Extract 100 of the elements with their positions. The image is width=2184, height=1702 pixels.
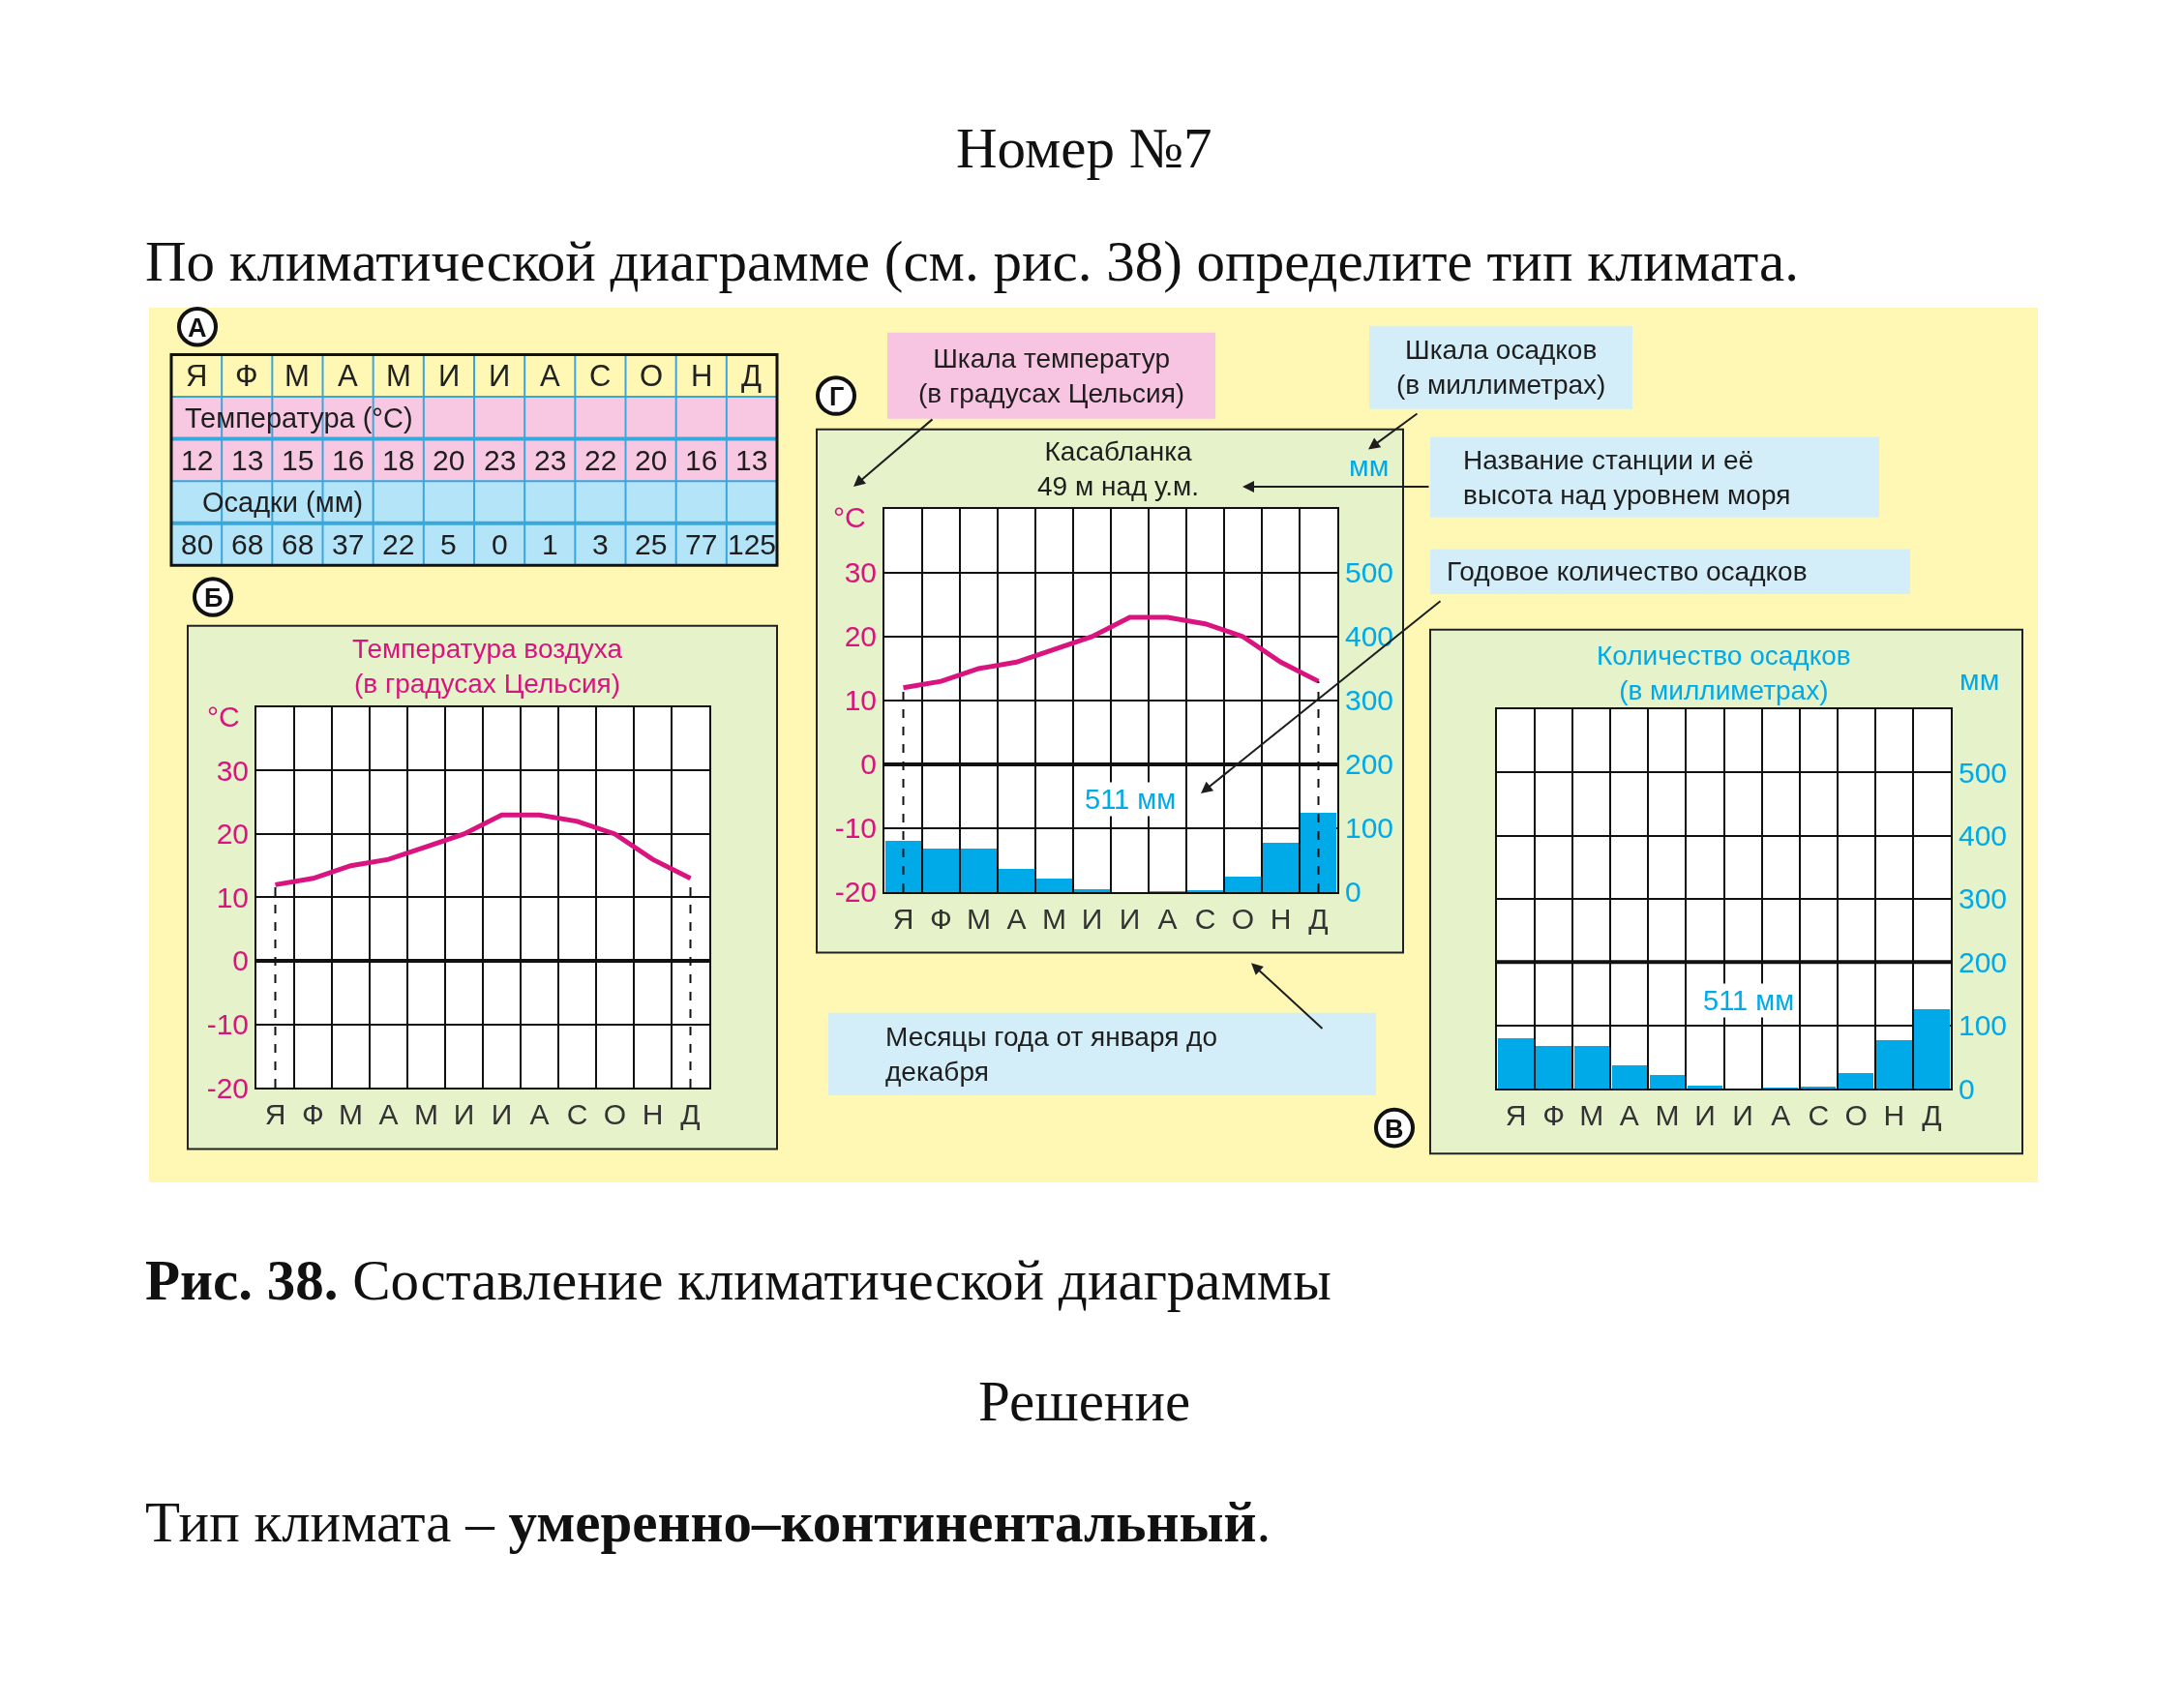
category-label: Ф xyxy=(235,359,258,393)
bar xyxy=(1187,889,1223,892)
y-tick-label: 30 xyxy=(216,754,249,787)
x-tick-label: О xyxy=(1844,1099,1868,1132)
bar xyxy=(999,868,1034,892)
y-tick-label: 10 xyxy=(844,684,877,717)
text: Составление климатической диаграммы xyxy=(352,1248,1331,1312)
bar xyxy=(1876,1039,1912,1089)
x-tick-label: И xyxy=(1694,1099,1716,1132)
data-label: 0 xyxy=(492,528,508,560)
x-tick-label: А xyxy=(1619,1099,1639,1132)
bar xyxy=(1612,1064,1647,1089)
text: В xyxy=(1385,1115,1404,1144)
y2-tick-label: 400 xyxy=(1345,620,1394,653)
x-tick-label: И xyxy=(453,1098,475,1131)
text: Шкала температур (в градусах Цельсия) xyxy=(918,343,1185,409)
x-tick-label: Ф xyxy=(1542,1099,1566,1132)
bar xyxy=(1801,1086,1836,1090)
text: Решение xyxy=(978,1369,1191,1433)
data-label: 16 xyxy=(332,444,365,476)
data-label: 13 xyxy=(735,444,768,476)
bar xyxy=(1225,876,1261,892)
bar xyxy=(1650,1074,1685,1089)
text: Г xyxy=(829,382,845,411)
x-tick-label: А xyxy=(529,1098,550,1131)
x-tick-label: С xyxy=(1194,903,1216,935)
data-label: 20 xyxy=(635,444,668,476)
data-label: 16 xyxy=(685,444,718,476)
x-tick-label: А xyxy=(1771,1099,1791,1132)
x-tick-label: Ф xyxy=(930,903,952,935)
x-tick-label: С xyxy=(1808,1099,1830,1132)
bar xyxy=(1536,1045,1571,1089)
y2-tick-label: 500 xyxy=(1345,556,1394,589)
data-label: 12 xyxy=(181,444,214,476)
y2-tick-label: 0 xyxy=(1345,876,1361,909)
data-label: 80 xyxy=(181,528,214,560)
x-tick-label: Н xyxy=(642,1098,664,1131)
text: Тип климата – xyxy=(145,1490,494,1554)
chart-title: Касабланка 49 м над у.м. xyxy=(1037,436,1200,502)
category-label: Д xyxy=(741,359,762,393)
category-label: И xyxy=(489,359,511,393)
y2-tick-label: 100 xyxy=(1959,1009,2008,1042)
category-label: А xyxy=(338,359,358,393)
y-axis-title: °C xyxy=(207,701,240,732)
y-tick-label: 20 xyxy=(844,620,877,653)
x-tick-label: А xyxy=(378,1098,399,1131)
category-label: С xyxy=(589,359,612,393)
y2-tick-label: 200 xyxy=(1345,748,1394,781)
category-label: О xyxy=(640,359,664,393)
y-tick-label: -10 xyxy=(834,812,877,845)
y2-tick-label: 400 xyxy=(1959,820,2008,852)
y2-tick-label: 100 xyxy=(1345,812,1394,845)
text: Б xyxy=(204,583,224,612)
category-label: Н xyxy=(691,359,713,393)
category-label: М xyxy=(386,359,411,393)
data-label: 23 xyxy=(484,444,517,476)
data-label: 5 xyxy=(440,528,457,560)
bar xyxy=(1498,1037,1534,1089)
data-label: 20 xyxy=(433,444,465,476)
data-label: 68 xyxy=(282,528,314,560)
data-label: 37 xyxy=(332,528,365,560)
y2-tick-label: 300 xyxy=(1345,684,1394,717)
category-label: Я xyxy=(186,359,208,393)
x-tick-label: М xyxy=(414,1098,438,1131)
data-label: 68 xyxy=(231,528,264,560)
data-label: 23 xyxy=(534,444,567,476)
y2-tick-label: 300 xyxy=(1959,882,2008,915)
x-tick-label: И xyxy=(1119,903,1141,935)
y-tick-label: -20 xyxy=(834,876,877,909)
annotation: 511 мм xyxy=(1085,784,1177,815)
text: умеренно–континентальный xyxy=(508,1490,1257,1554)
x-tick-label: Н xyxy=(1270,903,1292,935)
bar xyxy=(1036,878,1072,892)
y-tick-label: 20 xyxy=(216,818,249,851)
text: Номер №7 xyxy=(956,116,1212,180)
x-tick-label: С xyxy=(566,1098,588,1131)
category-label: М xyxy=(284,359,310,393)
bar xyxy=(1574,1045,1609,1089)
bar xyxy=(1914,1008,1950,1089)
bar xyxy=(1301,812,1336,892)
text: Название станции и её высота над уровнем моря xyxy=(1463,445,1791,511)
y-tick-label: -20 xyxy=(206,1071,249,1104)
text: По климатической диаграмме (см. рис. 38) определите тип климата. xyxy=(145,229,1799,293)
y-axis-title: °C xyxy=(833,501,866,533)
x-tick-label: Д xyxy=(680,1098,701,1131)
x-tick-label: И xyxy=(491,1098,513,1131)
data-label: 77 xyxy=(685,528,718,560)
x-tick-label: И xyxy=(1732,1099,1753,1132)
annotation: 511 мм xyxy=(1703,985,1795,1016)
chart-title: Температура воздуха (в градусах Цельсия) xyxy=(352,634,623,700)
y2-axis-title: мм xyxy=(1960,664,2000,696)
x-tick-label: М xyxy=(967,903,991,935)
x-tick-label: Н xyxy=(1883,1099,1905,1132)
x-tick-label: Я xyxy=(264,1098,286,1131)
data-label: 22 xyxy=(584,444,617,476)
y-tick-label: 30 xyxy=(844,556,877,589)
category-label: И xyxy=(438,359,461,393)
y2-tick-label: 500 xyxy=(1959,756,2008,789)
x-tick-label: Я xyxy=(892,903,914,935)
y2-axis-title: мм xyxy=(1349,450,1390,482)
